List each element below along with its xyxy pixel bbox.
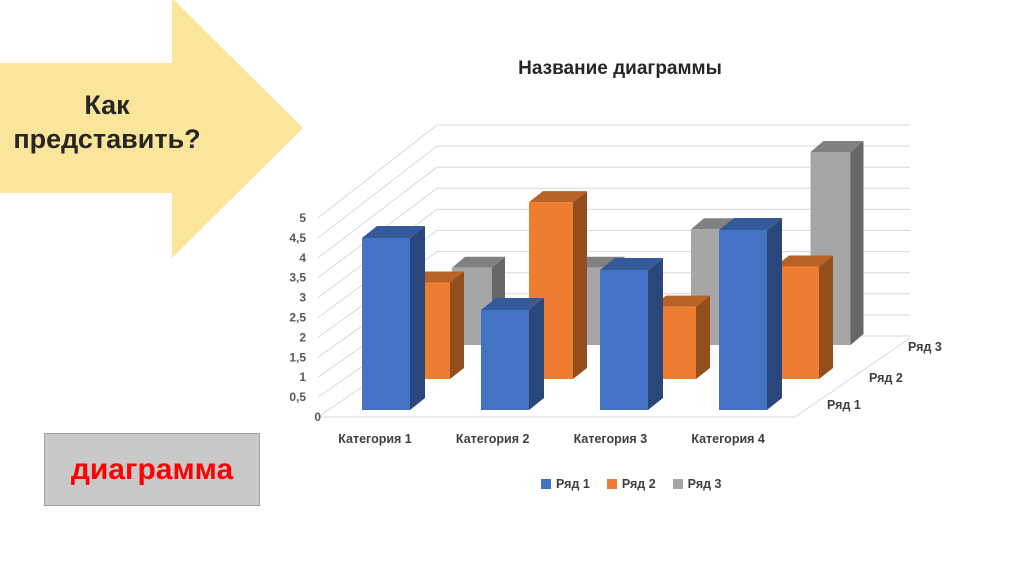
bar-front-s1-c2 bbox=[481, 310, 529, 410]
value-axis-tick-label: 0,5 bbox=[289, 390, 306, 404]
bar-side-s3-c4 bbox=[850, 141, 864, 345]
bar-front-s1-c3 bbox=[600, 270, 648, 410]
value-axis-tick-label: 3 bbox=[299, 291, 306, 305]
category-axis-label: Категория 3 bbox=[574, 432, 648, 446]
bar-side-s2-c3 bbox=[696, 295, 710, 379]
category-axis-label: Категория 4 bbox=[691, 432, 765, 446]
depth-axis-label: Ряд 1 bbox=[827, 398, 861, 412]
value-axis-tick-label: 3,5 bbox=[289, 271, 306, 285]
value-axis-tick-label: 4,5 bbox=[289, 231, 306, 245]
arrow-label: Как представить? bbox=[13, 90, 201, 154]
bar-top-s2-c2 bbox=[529, 191, 587, 203]
gridline-side bbox=[317, 124, 438, 219]
legend-swatch-series-3-icon bbox=[672, 479, 683, 489]
bar-top-s2-c4 bbox=[775, 255, 833, 267]
legend-item-series-3: Ряд 3 bbox=[672, 477, 722, 491]
bar-top-s1-c4 bbox=[719, 218, 782, 230]
legend-item-series-1: Ряд 1 bbox=[541, 477, 590, 491]
value-axis-tick-label: 1 bbox=[299, 370, 306, 384]
bar-top-s1-c3 bbox=[600, 258, 663, 270]
value-axis-tick-label: 2,5 bbox=[289, 311, 306, 325]
value-axis-tick-label: 4 bbox=[299, 251, 306, 265]
bar-side-s2-c1 bbox=[450, 271, 464, 379]
bar-side-s1-c4 bbox=[767, 218, 782, 410]
legend-label-series-2: Ряд 2 bbox=[621, 477, 656, 491]
category-axis-label: Категория 2 bbox=[456, 432, 530, 446]
bar-side-s1-c1 bbox=[410, 226, 425, 410]
legend-swatch-series-1-icon bbox=[541, 479, 551, 489]
chart-title: Название диаграммы bbox=[518, 58, 722, 79]
bar-side-s2-c2 bbox=[573, 191, 587, 379]
category-axis-label: Категория 1 bbox=[338, 432, 412, 446]
depth-axis-label: Ряд 3 bbox=[908, 340, 942, 354]
gridline-side bbox=[317, 145, 438, 239]
legend-label-series-3: Ряд 3 bbox=[687, 477, 722, 491]
diagram-label-box: диаграмма bbox=[44, 433, 260, 506]
legend-swatch-series-2-icon bbox=[606, 479, 617, 489]
depth-axis-label: Ряд 2 bbox=[869, 371, 903, 385]
bar-top-s2-c3 bbox=[652, 295, 710, 307]
bar-side-s1-c3 bbox=[648, 258, 663, 410]
bar-top-s1-c2 bbox=[481, 298, 544, 310]
floor-right-edge bbox=[794, 337, 911, 418]
bar-top-s3-c4 bbox=[810, 141, 864, 152]
value-axis-tick-label: 5 bbox=[299, 211, 306, 225]
gridline-side bbox=[317, 166, 438, 259]
value-axis-tick-label: 0 bbox=[314, 410, 321, 424]
diagram-box-label: диаграмма bbox=[70, 452, 234, 486]
bar-front-s1-c4 bbox=[719, 230, 767, 410]
bar-front-s1-c1 bbox=[362, 238, 410, 410]
value-axis-tick-label: 2 bbox=[299, 330, 306, 344]
bar-top-s1-c1 bbox=[362, 226, 425, 238]
legend-label-series-1: Ряд 1 bbox=[556, 477, 590, 491]
bar-front-s2-c4 bbox=[775, 266, 819, 379]
bar-top-s3-c1 bbox=[452, 256, 505, 268]
chart-legend: Ряд 1 Ряд 2 Ряд 3 bbox=[541, 477, 721, 491]
bar-side-s1-c2 bbox=[529, 298, 544, 410]
bar-side-s2-c4 bbox=[819, 255, 833, 379]
value-axis-tick-label: 1,5 bbox=[289, 350, 306, 364]
legend-item-series-2: Ряд 2 bbox=[606, 477, 656, 491]
